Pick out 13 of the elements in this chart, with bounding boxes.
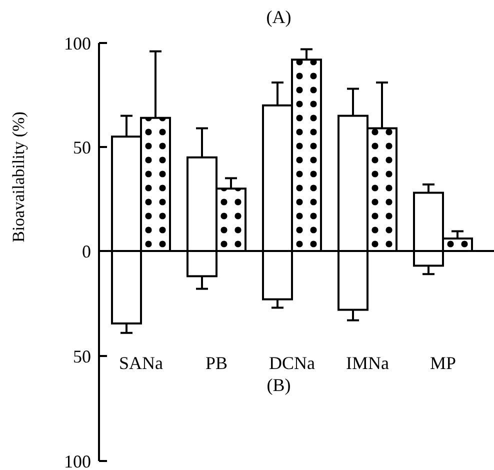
y-axis-title: Bioavailability (%) (9, 112, 28, 242)
y-tick-label: 50 (73, 346, 91, 366)
text: (B) (266, 375, 291, 395)
y-tick-label: 0 (82, 241, 91, 262)
y-tick-label: 50 (73, 137, 91, 158)
x-tick-label: SANa (119, 353, 164, 373)
x-tick-label: MP (430, 353, 456, 373)
chart-title: (A) (266, 7, 292, 27)
x-tick-label: PB (205, 353, 228, 373)
x-tick-label: DCNa (269, 353, 316, 373)
x-tick-label: IMNa (346, 353, 389, 373)
y-tick-label: 100 (64, 451, 91, 470)
y-tick-label: 100 (64, 33, 91, 54)
